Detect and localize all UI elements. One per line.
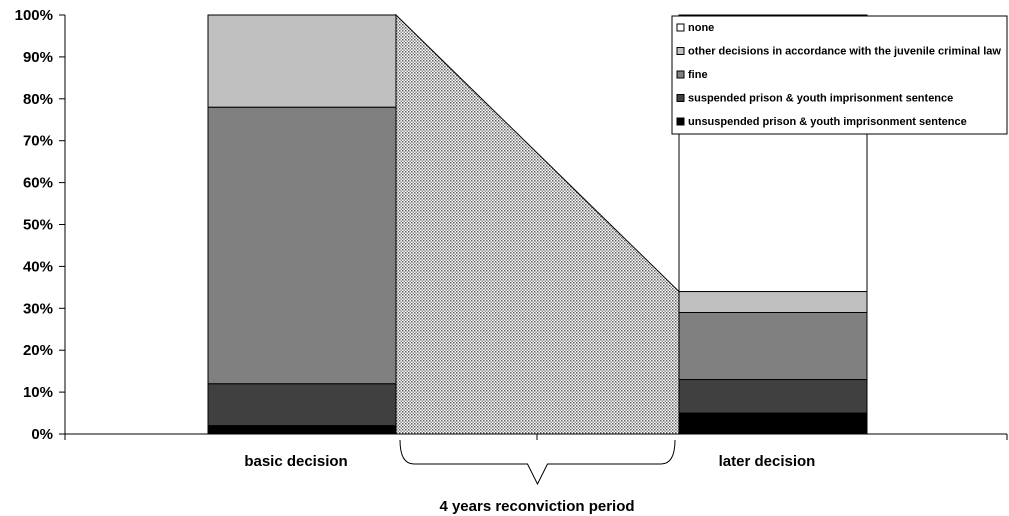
legend-swatch	[676, 47, 685, 55]
legend-swatch	[676, 94, 685, 102]
legend-entry: unsuspended prison & youth imprisonment …	[688, 116, 967, 128]
reconviction-connector	[395, 13, 680, 435]
legend-entry: none	[688, 22, 714, 34]
y-tick-label: 90%	[23, 49, 53, 66]
legend: none other decisions in accordance with t…	[671, 15, 1008, 135]
legend-swatch	[676, 70, 685, 79]
reconviction-brace	[399, 439, 676, 486]
y-tick-label: 30%	[23, 300, 53, 317]
y-tick-label: 0%	[31, 426, 53, 443]
x-axis-categories: basic decision later decision	[244, 453, 815, 470]
y-tick-label: 70%	[23, 133, 53, 150]
y-tick-label: 40%	[23, 258, 53, 275]
bar-segment	[678, 311, 868, 381]
y-axis-ticks: 0% 10% 20% 30% 40% 50% 60% 70% 80% 90% 100%	[15, 7, 65, 443]
y-tick-label: 100%	[15, 7, 53, 24]
legend-swatch	[676, 23, 685, 32]
x-category-label: later decision	[719, 453, 816, 470]
legend-box	[671, 15, 1008, 135]
legend-entry: fine	[688, 69, 708, 81]
reconviction-connector-area	[395, 13, 680, 435]
y-tick-label: 60%	[23, 175, 53, 192]
bar-segment	[207, 14, 397, 108]
bars	[207, 14, 868, 435]
legend-swatch	[676, 117, 685, 126]
y-tick-label: 10%	[23, 384, 53, 401]
bar-segment	[207, 106, 397, 385]
bar-segment	[678, 379, 868, 414]
y-tick-label: 20%	[23, 342, 53, 359]
bar-segment	[678, 291, 868, 313]
bar-segment	[678, 412, 868, 435]
reconviction-period-annotation: 4 years reconviction period	[439, 498, 634, 515]
y-tick-label: 80%	[23, 91, 53, 108]
y-tick-label: 50%	[23, 217, 53, 234]
bar-segment	[207, 425, 397, 435]
axes	[64, 15, 1008, 440]
x-category-label: basic decision	[244, 453, 347, 470]
brace-path	[399, 439, 676, 486]
legend-entry: suspended prison & youth imprisonment se…	[688, 93, 953, 105]
bar-segment	[207, 383, 397, 427]
legend-entry: other decisions in accordance with the j…	[688, 46, 1001, 58]
